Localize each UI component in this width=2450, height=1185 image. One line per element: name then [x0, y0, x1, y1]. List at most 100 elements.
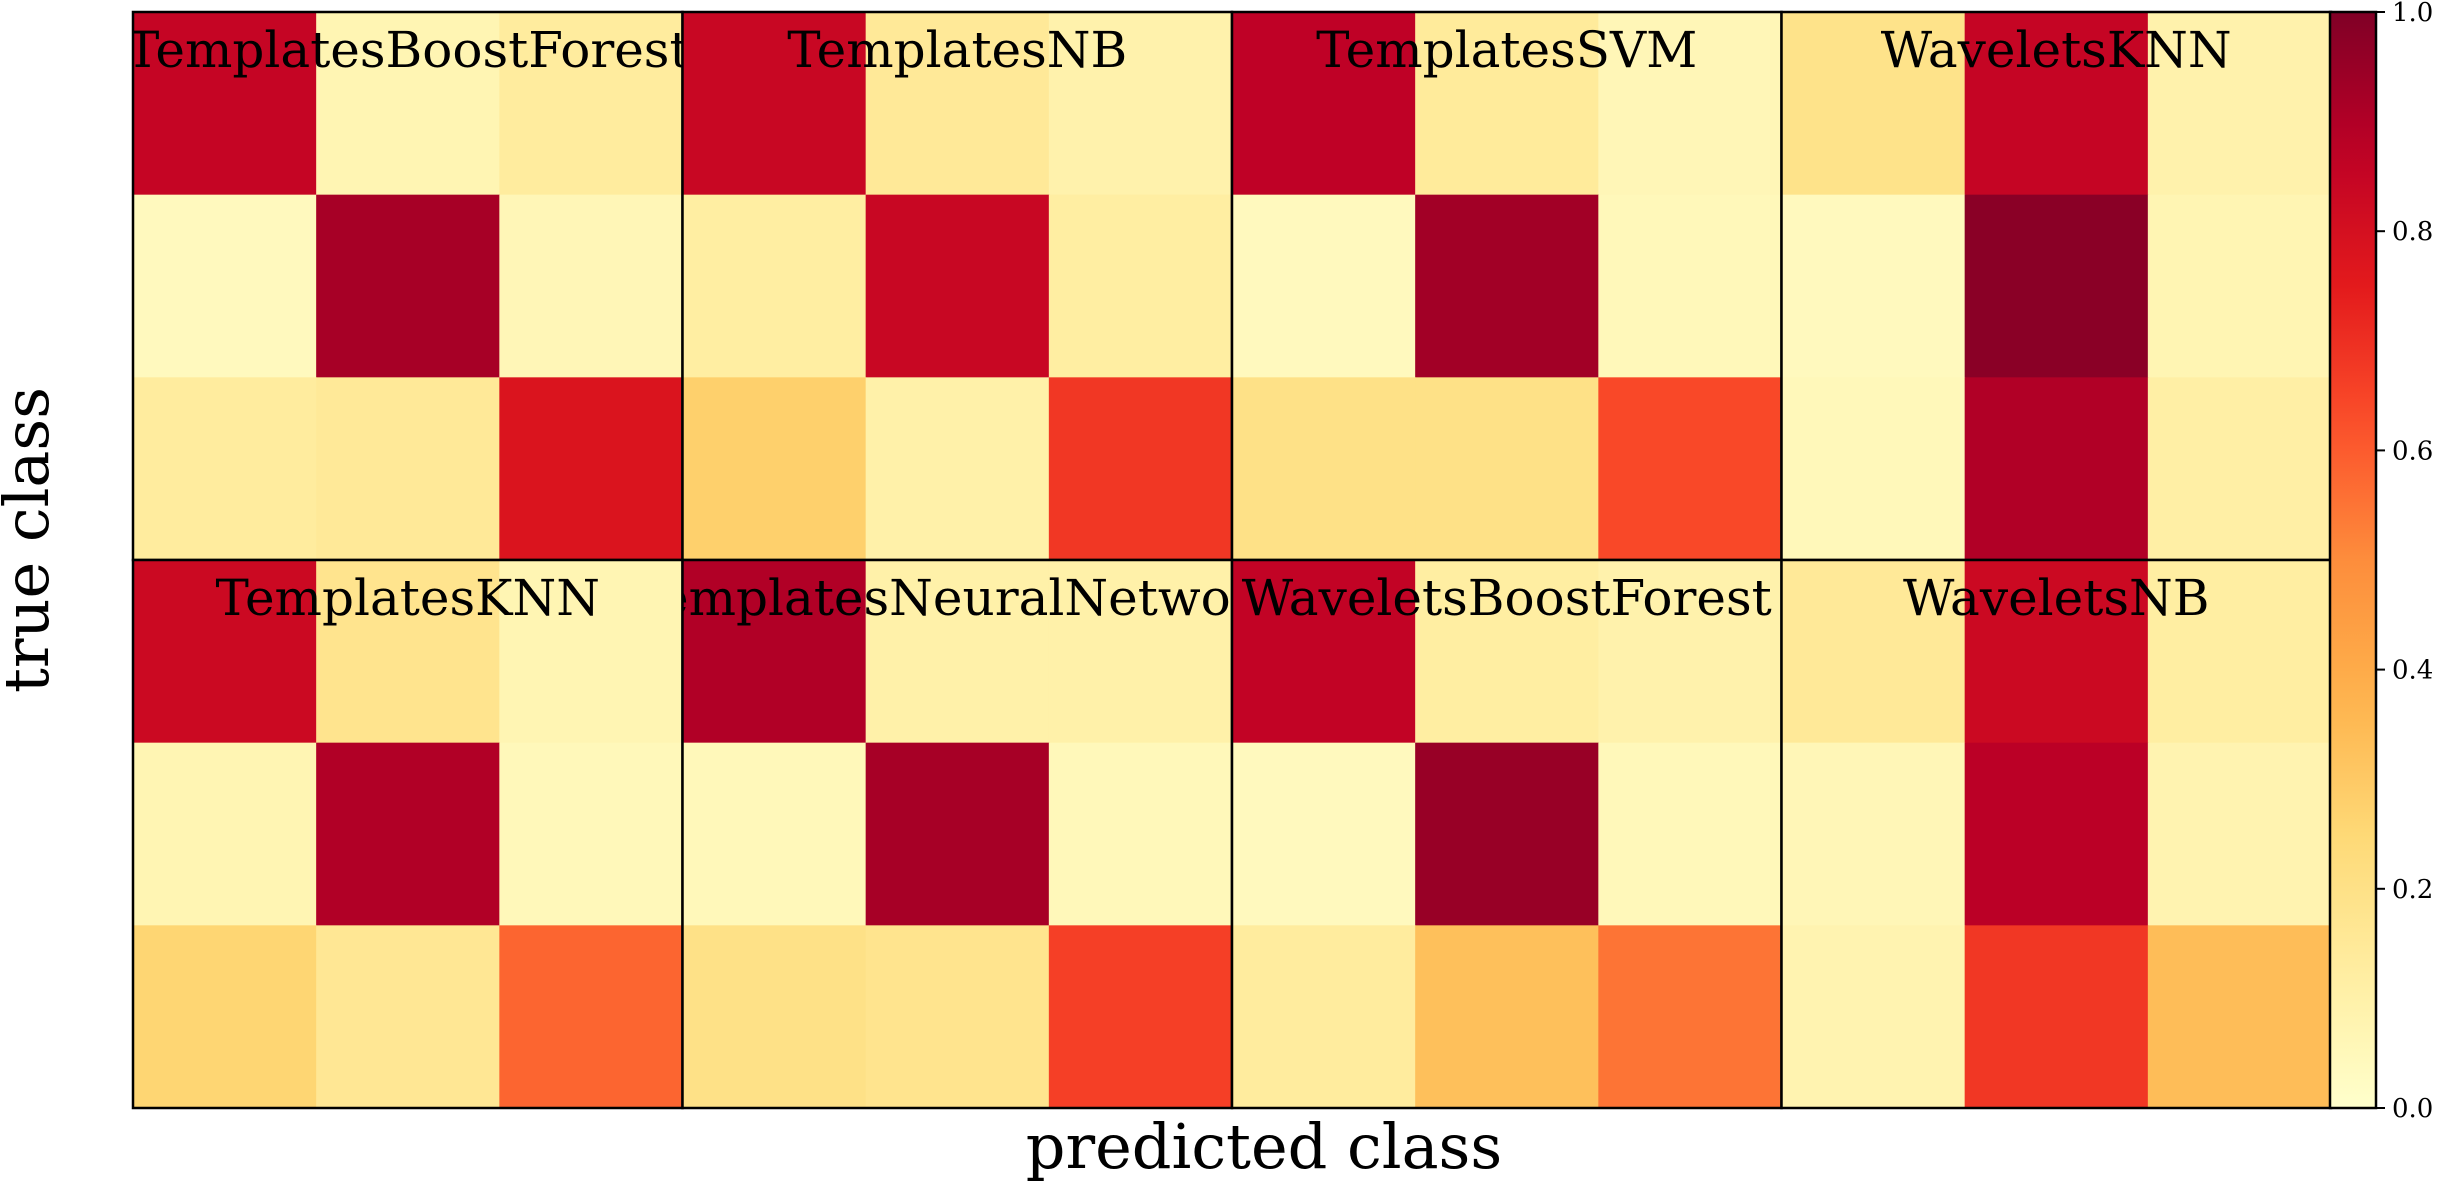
heatmap-cell [1781, 12, 1966, 196]
heatmap-cell [316, 742, 500, 926]
heatmap-cell [1415, 560, 1599, 744]
heatmap-cell [316, 925, 500, 1109]
heatmap-cell [1781, 560, 1966, 744]
heatmap-cell [499, 742, 684, 926]
heatmap-cell [682, 12, 867, 196]
heatmap-cell [682, 377, 867, 561]
colorbar: 0.0 0.2 0.4 0.6 0.8 1.0 [2328, 0, 2433, 1124]
heatmap-cell [1598, 377, 1783, 561]
heatmap-cell [1232, 560, 1416, 744]
heatmap-cell [499, 925, 684, 1109]
heatmap-cell [865, 742, 1050, 926]
heatmap-cell [1232, 925, 1416, 1109]
heatmap-cell [682, 742, 867, 926]
y-axis-label: true class [0, 387, 63, 693]
heatmap-panel: TemplatesSVM [1230, 10, 1783, 562]
heatmap-cell [682, 925, 867, 1109]
heatmap-cell [1781, 377, 1966, 561]
heatmap-cell [316, 194, 500, 378]
panel-title: WaveletsBoostForest [1242, 569, 1772, 627]
heatmap-cell [499, 12, 684, 196]
heatmap-cell [1598, 194, 1783, 378]
heatmap-panel: WaveletsKNN [1780, 10, 2333, 562]
heatmap-cell [1048, 560, 1233, 744]
colorbar-tick-label: 0.0 [2392, 1094, 2433, 1124]
heatmap-panel: WaveletsBoostForest [1230, 558, 1783, 1110]
heatmap-cell [865, 377, 1050, 561]
x-axis-label: predicted class [1026, 1110, 1502, 1183]
heatmap-cell [1598, 742, 1783, 926]
heatmap-cell [2147, 12, 2332, 196]
panel-title: TemplatesKNN [216, 569, 600, 627]
heatmap-cell [133, 194, 317, 378]
heatmap-cell [499, 377, 684, 561]
heatmap-cell [133, 12, 317, 196]
heatmap-cell [1964, 194, 2149, 378]
heatmap-cell [1232, 194, 1416, 378]
heatmap-cell [1598, 560, 1783, 744]
heatmap-cell [1598, 925, 1783, 1109]
heatmap-cell [865, 925, 1050, 1109]
colorbar-gradient [2330, 12, 2376, 1108]
heatmap-cell [2147, 925, 2332, 1109]
colorbar-tick-label: 0.2 [2392, 875, 2433, 905]
heatmap-cell [1048, 377, 1233, 561]
heatmap-cell [1048, 12, 1233, 196]
heatmap-cell [2147, 742, 2332, 926]
heatmap-cell [133, 560, 317, 744]
heatmap-cell [865, 12, 1050, 196]
heatmap-cell [682, 194, 867, 378]
heatmap-cell [1415, 194, 1599, 378]
heatmap-cell [133, 925, 317, 1109]
panel-title: TemplatesBoostForest [126, 21, 690, 79]
heatmap-cell [1048, 742, 1233, 926]
heatmap-cell [1781, 742, 1966, 926]
colorbar-tick-label: 1.0 [2392, 0, 2433, 28]
colorbar-tick-label: 0.8 [2392, 217, 2433, 247]
heatmap-cell [1598, 12, 1783, 196]
heatmap-cell [1415, 12, 1599, 196]
colorbar-tick-label: 0.4 [2392, 656, 2433, 686]
heatmap-cell [133, 742, 317, 926]
heatmap-cell [1232, 377, 1416, 561]
panel-title: WaveletsKNN [1881, 21, 2232, 79]
heatmap-cell [2147, 560, 2332, 744]
heatmap-cell [316, 12, 500, 196]
panel-title: TemplatesNeuralNetwork [630, 569, 1286, 627]
heatmap-cell [682, 560, 867, 744]
heatmap-panel: TemplatesNB [681, 10, 1234, 562]
heatmap-cell [2147, 194, 2332, 378]
heatmap-cell [499, 560, 684, 744]
heatmap-cell [1048, 925, 1233, 1109]
heatmap-cell [1415, 925, 1599, 1109]
colorbar-border [2328, 10, 2378, 1110]
heatmap-panel: WaveletsNB [1780, 558, 2333, 1110]
heatmap-cell [1781, 925, 1966, 1109]
panel-title: TemplatesSVM [1316, 21, 1697, 79]
heatmap-cell [1415, 377, 1599, 561]
heatmap-cell [133, 377, 317, 561]
heatmap-cell [499, 194, 684, 378]
heatmap-cell [1048, 194, 1233, 378]
heatmap-cell [1232, 742, 1416, 926]
heatmap-panels: TemplatesBoostForest TemplatesNB Templates… [126, 10, 2333, 1110]
heatmap-cell [1964, 925, 2149, 1109]
heatmap-panel: TemplatesBoostForest [126, 10, 690, 562]
heatmap-cell [1964, 742, 2149, 926]
heatmap-cell [1232, 12, 1416, 196]
heatmap-panel: TemplatesNeuralNetwork [630, 558, 1286, 1110]
heatmap-cell [1781, 194, 1966, 378]
heatmap-cell [865, 560, 1050, 744]
heatmap-panel: TemplatesKNN [131, 558, 684, 1110]
colorbar-tick-label: 0.6 [2392, 436, 2433, 466]
panel-title: WaveletsNB [1903, 569, 2210, 627]
heatmap-cell [1964, 377, 2149, 561]
heatmap-cell [865, 194, 1050, 378]
heatmap-cell [1964, 12, 2149, 196]
panel-title: TemplatesNB [787, 21, 1127, 79]
heatmap-cell [316, 560, 500, 744]
heatmap-cell [316, 377, 500, 561]
heatmap-cell [1964, 560, 2149, 744]
heatmap-cell [2147, 377, 2332, 561]
